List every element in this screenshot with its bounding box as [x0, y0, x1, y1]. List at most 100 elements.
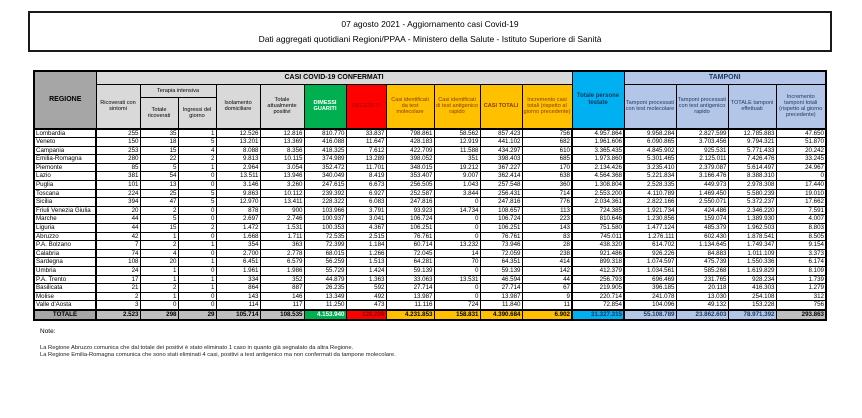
column-header-persone-testate: Totale persone testate	[571, 70, 625, 129]
cell-totale_tamponi_effettuati: 5.580.239	[727, 188, 777, 199]
region-name: Veneto	[33, 137, 97, 147]
cell-casi_test_antigenico: 13.531	[433, 274, 481, 285]
cell-deceduti: 473	[345, 300, 387, 311]
table-row: Piemonte 85 5 1 2.964 3.054 352.472 11.701 348.0…	[33, 162, 827, 173]
cell-totale_tamponi_effettuati: 78.971.392	[727, 309, 777, 321]
cell-ricoverati_con_sintomi: 101	[95, 180, 141, 190]
cell-totale_tamponi_effettuati: 254.108	[727, 291, 777, 302]
cell-incremento_tamponi_totali: 8.505	[775, 231, 827, 242]
cell-totale_persone_testate: 31.327.315	[571, 309, 625, 321]
cell-ricoverati_con_sintomi: 44	[95, 214, 141, 225]
cell-deceduti: 3.041	[345, 214, 387, 225]
cell-casi_test_antigenico: 58.562	[433, 127, 481, 139]
cell-terapia_intensiva_totale: 22	[139, 154, 179, 164]
cell-ricoverati_con_sintomi: 253	[95, 145, 141, 156]
column-header-tamponi-molecolare: Tamponi processati con test molecolare	[623, 84, 677, 129]
cell-casi_totali: 367.227	[479, 162, 523, 173]
cell-casi_test_molecolare: 256.505	[385, 180, 435, 190]
cell-tamponi_test_antigenico: 925.531	[675, 145, 729, 156]
cell-dimessi_guariti: 810.770	[303, 127, 347, 139]
cell-tamponi_test_molecolare: 696.469	[623, 274, 677, 285]
cell-terapia_intensiva_totale: 1	[139, 266, 179, 276]
cell-incremento_tamponi_totali: 312	[775, 291, 827, 302]
cell-totale_attualmente_positivi: 117	[259, 300, 305, 311]
cell-tamponi_test_molecolare: 1.230.856	[623, 214, 677, 225]
cell-dimessi_guariti: 418.325	[303, 145, 347, 156]
table-row: Valle d'Aosta 3 0 0 114 117 11.250 473 11.116 724…	[33, 300, 827, 311]
cell-terapia_intensiva_ingressi: 0	[177, 180, 217, 190]
group-header-terapia-intensiva: Terapia intensiva	[139, 84, 217, 98]
cell-totale_attualmente_positivi: 900	[259, 205, 305, 216]
cell-terapia_intensiva_totale: 5	[139, 214, 179, 225]
region-name: Sicilia	[33, 197, 97, 207]
cell-casi_totali: 59.139	[479, 266, 523, 276]
cell-tamponi_test_molecolare: 2.822.166	[623, 197, 677, 207]
cell-tamponi_test_molecolare: 55.108.789	[623, 309, 677, 321]
cell-deceduti: 1.184	[345, 240, 387, 250]
region-name: Abruzzo	[33, 231, 97, 242]
cell-isolamento_domiciliare: 864	[215, 283, 261, 293]
cell-incremento_casi_totali: 9	[521, 291, 573, 302]
cell-incremento_tamponi_totali: 4.007	[775, 214, 827, 225]
cell-terapia_intensiva_ingressi: 1	[177, 257, 217, 267]
cell-totale_persone_testate: 4.564.368	[571, 171, 625, 182]
cell-tamponi_test_antigenico: 2.379.087	[675, 162, 729, 173]
cell-dimessi_guariti: 416.088	[303, 137, 347, 147]
cell-dimessi_guariti: 13.349	[303, 291, 347, 302]
cell-totale_attualmente_positivi: 1.711	[259, 231, 305, 242]
notes-label: Note:	[40, 328, 56, 335]
cell-ricoverati_con_sintomi: 394	[95, 197, 141, 207]
cell-totale_tamponi_effettuati: 1.962.503	[727, 223, 777, 233]
cell-dimessi_guariti: 55.729	[303, 266, 347, 276]
cell-totale_persone_testate: 810.646	[571, 214, 625, 225]
cell-deceduti: 6.673	[345, 180, 387, 190]
cell-casi_test_molecolare: 64.281	[385, 257, 435, 267]
cell-deceduti: 1.513	[345, 257, 387, 267]
cell-totale_attualmente_positivi: 10.115	[259, 154, 305, 164]
cell-tamponi_test_antigenico: 84.883	[675, 248, 729, 259]
cell-casi_test_molecolare: 76.761	[385, 231, 435, 242]
cell-casi_test_molecolare: 27.714	[385, 283, 435, 293]
table-row: Campania 253 15 4 8.088 8.356 418.325 7.612 422.…	[33, 145, 827, 156]
table-header: REGIONE CASI COVID-19 CONFERMATI Totale …	[33, 70, 827, 129]
cell-dimessi_guariti: 228.322	[303, 197, 347, 207]
cell-incremento_tamponi_totali: 47.650	[775, 127, 827, 139]
cell-totale_tamponi_effettuati: 1.389.930	[727, 214, 777, 225]
column-header-ti-totale: Totale ricoverati	[139, 97, 179, 129]
cell-tamponi_test_antigenico: 475.739	[675, 257, 729, 267]
table-row: Basilicata 21 2 1 864 887 26.235 592 27.714 0 27.7…	[33, 283, 827, 293]
cell-ricoverati_con_sintomi: 85	[95, 162, 141, 173]
table-row: Umbria 24 1 0 1.961 1.986 55.729 1.424 59.139 0 59…	[33, 266, 827, 276]
cell-tamponi_test_molecolare: 1.276.111	[623, 231, 677, 242]
cell-tamponi_test_molecolare: 4.110.789	[623, 188, 677, 199]
cell-ricoverati_con_sintomi: 20	[95, 205, 141, 216]
cell-casi_test_antigenico: 3.844	[433, 188, 481, 199]
table-row: Lazio 381 54 0 13.511 13.946 340.049 8.419 353.4…	[33, 171, 827, 182]
cell-deceduti: 3.791	[345, 205, 387, 216]
cell-incremento_casi_totali: 360	[521, 180, 573, 190]
cell-dimessi_guariti: 68.015	[303, 248, 347, 259]
cell-totale_persone_testate: 921.486	[571, 248, 625, 259]
cell-terapia_intensiva_ingressi: 5	[177, 137, 217, 147]
cell-totale_persone_testate: 724.385	[571, 205, 625, 216]
cell-tamponi_test_antigenico: 20.118	[675, 283, 729, 293]
cell-totale_attualmente_positivi: 146	[259, 291, 305, 302]
cell-totale_persone_testate: 899.318	[571, 257, 625, 267]
table-row: Lombardia 255 35 1 12.526 12.816 810.770 33.837…	[33, 127, 827, 139]
cell-isolamento_domiciliare: 12.970	[215, 197, 261, 207]
cell-incremento_casi_totali: 11	[521, 300, 573, 311]
cell-totale_attualmente_positivi: 3.260	[259, 180, 305, 190]
cell-ricoverati_con_sintomi: 44	[95, 223, 141, 233]
cell-casi_totali: 108.657	[479, 205, 523, 216]
cell-casi_totali: 857.423	[479, 127, 523, 139]
cell-totale_tamponi_effettuati: 153.228	[727, 300, 777, 311]
cell-terapia_intensiva_totale: 20	[139, 257, 179, 267]
cell-incremento_tamponi_totali: 20.242	[775, 145, 827, 156]
total-row: TOTALE 2.523 298 29 105.714 108.535 4.153.940 1…	[33, 309, 827, 321]
cell-terapia_intensiva_totale: 1	[139, 274, 179, 285]
cell-totale_attualmente_positivi: 2.778	[259, 248, 305, 259]
cell-tamponi_test_molecolare: 396.185	[623, 283, 677, 293]
cell-casi_test_molecolare: 4.231.853	[385, 309, 435, 321]
cell-terapia_intensiva_ingressi: 1	[177, 240, 217, 250]
